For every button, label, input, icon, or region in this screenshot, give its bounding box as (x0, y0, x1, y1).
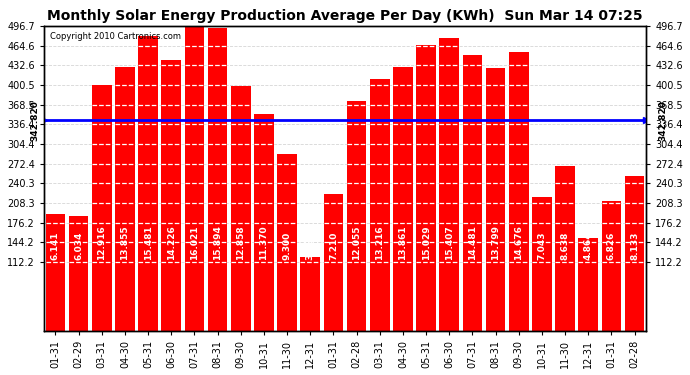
Text: 14.676: 14.676 (514, 225, 523, 260)
Text: 3.861: 3.861 (306, 232, 315, 260)
Text: 12.055: 12.055 (352, 226, 361, 260)
Bar (138, 36, 158, 331)
Text: 12.916: 12.916 (97, 225, 106, 260)
Text: 11.370: 11.370 (259, 225, 268, 260)
Bar (208, 28, 228, 331)
Text: 13.861: 13.861 (398, 225, 407, 260)
Text: Monthly Solar Energy Production Average Per Day (KWh)  Sun Mar 14 07:25: Monthly Solar Energy Production Average … (47, 9, 643, 23)
Bar (185, 26, 204, 331)
Bar (300, 257, 320, 331)
Bar (231, 86, 250, 331)
Text: 14.481: 14.481 (468, 225, 477, 260)
Text: 12.858: 12.858 (236, 225, 245, 260)
Bar (92, 85, 112, 331)
Bar (324, 194, 343, 331)
Bar (624, 176, 644, 331)
Bar (69, 216, 88, 331)
Text: 15.894: 15.894 (213, 225, 222, 260)
Text: 8.638: 8.638 (560, 232, 569, 260)
Bar (370, 80, 390, 331)
Text: Copyright 2010 Cartronics.com: Copyright 2010 Cartronics.com (50, 32, 181, 41)
Bar (509, 52, 529, 331)
Bar (277, 154, 297, 331)
Bar (462, 55, 482, 331)
Bar (46, 214, 66, 331)
Bar (578, 238, 598, 331)
Text: 7.210: 7.210 (329, 232, 338, 260)
Bar (393, 67, 413, 331)
Bar (486, 68, 505, 331)
Bar (347, 101, 366, 331)
Text: 342.820: 342.820 (30, 100, 39, 141)
Text: 15.029: 15.029 (422, 225, 431, 260)
Text: 15.481: 15.481 (144, 225, 152, 260)
Text: 15.407: 15.407 (445, 225, 454, 260)
Text: 13.855: 13.855 (121, 225, 130, 260)
Bar (254, 114, 274, 331)
Text: 13.799: 13.799 (491, 225, 500, 260)
Bar (440, 38, 459, 331)
Bar (532, 197, 552, 331)
Bar (602, 201, 621, 331)
Bar (416, 45, 436, 331)
Text: 16.021: 16.021 (190, 226, 199, 260)
Text: 7.043: 7.043 (538, 232, 546, 260)
Text: 6.826: 6.826 (607, 232, 616, 260)
Text: 4.864: 4.864 (584, 231, 593, 260)
Bar (115, 67, 135, 331)
Bar (161, 60, 181, 331)
Text: 6.034: 6.034 (74, 232, 83, 260)
Bar (555, 166, 575, 331)
Text: 9.300: 9.300 (283, 232, 292, 260)
Text: 13.216: 13.216 (375, 225, 384, 260)
Text: 6.141: 6.141 (51, 232, 60, 260)
Text: 14.226: 14.226 (167, 225, 176, 260)
Text: 342.820: 342.820 (658, 100, 667, 141)
Text: 8.133: 8.133 (630, 232, 639, 260)
